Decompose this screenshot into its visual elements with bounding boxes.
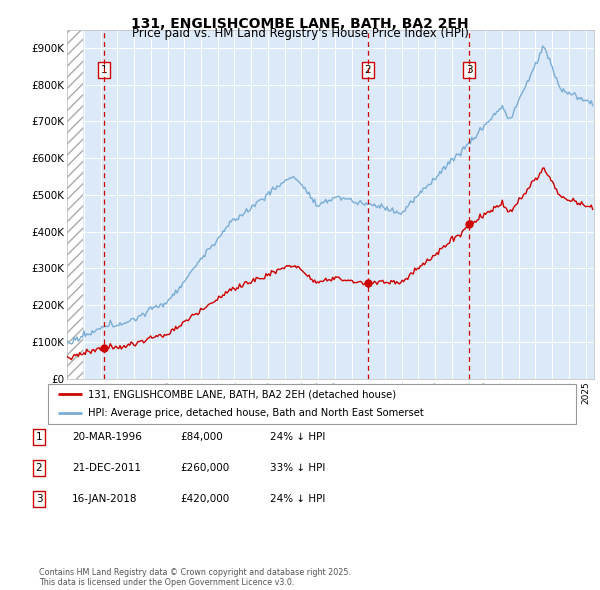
Text: £84,000: £84,000 bbox=[180, 432, 223, 441]
Text: 3: 3 bbox=[466, 65, 473, 75]
Bar bbox=[67, 30, 83, 379]
Text: £260,000: £260,000 bbox=[180, 463, 229, 473]
Text: £420,000: £420,000 bbox=[180, 494, 229, 504]
Text: 24% ↓ HPI: 24% ↓ HPI bbox=[270, 494, 325, 504]
Text: 1: 1 bbox=[101, 65, 107, 75]
Text: 16-JAN-2018: 16-JAN-2018 bbox=[72, 494, 137, 504]
Text: 131, ENGLISHCOMBE LANE, BATH, BA2 2EH: 131, ENGLISHCOMBE LANE, BATH, BA2 2EH bbox=[131, 17, 469, 31]
Text: 3: 3 bbox=[35, 494, 43, 504]
Text: Price paid vs. HM Land Registry's House Price Index (HPI): Price paid vs. HM Land Registry's House … bbox=[131, 27, 469, 40]
Text: Contains HM Land Registry data © Crown copyright and database right 2025.
This d: Contains HM Land Registry data © Crown c… bbox=[39, 568, 351, 587]
Text: 20-MAR-1996: 20-MAR-1996 bbox=[72, 432, 142, 441]
Text: 1: 1 bbox=[35, 432, 43, 441]
Text: 2: 2 bbox=[364, 65, 371, 75]
Text: 131, ENGLISHCOMBE LANE, BATH, BA2 2EH (detached house): 131, ENGLISHCOMBE LANE, BATH, BA2 2EH (d… bbox=[88, 389, 396, 399]
Text: HPI: Average price, detached house, Bath and North East Somerset: HPI: Average price, detached house, Bath… bbox=[88, 408, 424, 418]
Text: 33% ↓ HPI: 33% ↓ HPI bbox=[270, 463, 325, 473]
Text: 21-DEC-2011: 21-DEC-2011 bbox=[72, 463, 141, 473]
Text: 24% ↓ HPI: 24% ↓ HPI bbox=[270, 432, 325, 441]
Text: 2: 2 bbox=[35, 463, 43, 473]
